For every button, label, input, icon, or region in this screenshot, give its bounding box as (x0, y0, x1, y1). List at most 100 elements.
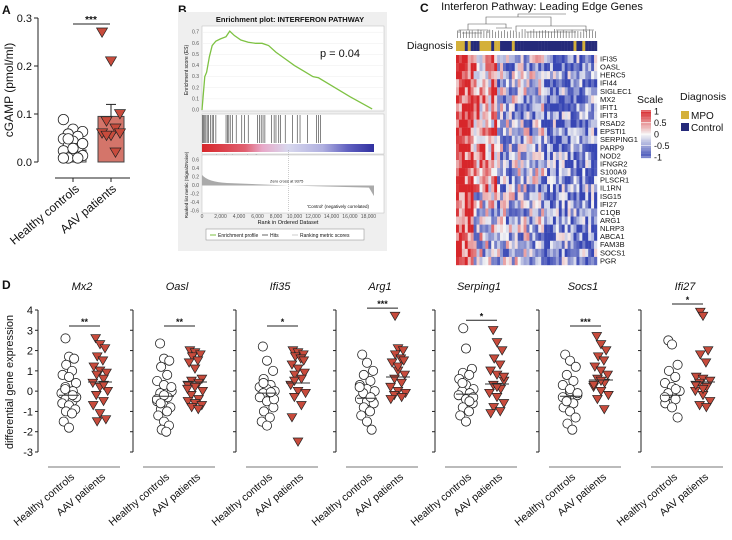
heatmap-cell (473, 224, 477, 233)
heatmap-cell (476, 208, 480, 217)
heatmap-cell (594, 79, 598, 88)
heatmap-cell (547, 240, 551, 250)
heatmap-cell (464, 63, 468, 72)
heatmap-cell (550, 248, 554, 258)
heatmap-cell (529, 151, 533, 161)
heatmap-cell (464, 248, 468, 258)
heatmap-cell (482, 87, 486, 96)
heatmap-cell (564, 95, 568, 104)
hc-point (354, 382, 365, 393)
heatmap-cell (473, 119, 477, 128)
heatmap-cell (500, 63, 504, 72)
x-tick-label: 2,000 (214, 214, 227, 220)
hc-point (572, 388, 583, 399)
es-tick-label: 0.4 (192, 63, 199, 69)
heatmap-cell (538, 95, 542, 104)
heatmap-cell (514, 135, 518, 145)
heatmap-title: Interferon Pathway: Leading Edge Genes (441, 1, 643, 13)
heatmap-cell (482, 119, 486, 128)
heatmap-cell (461, 216, 466, 225)
heatmap-cell (582, 111, 586, 120)
heatmap-cell (517, 216, 521, 225)
heatmap-cell (550, 240, 554, 250)
heatmap-cell (494, 216, 498, 225)
metric-tick-label: 0.2 (192, 175, 199, 181)
heatmap-cell (591, 192, 595, 201)
heatmap-cell (550, 216, 554, 225)
heatmap-cell (591, 232, 595, 241)
heatmap-cell (529, 111, 533, 120)
heatmap-cell (488, 256, 492, 266)
scale-gradient (641, 131, 651, 133)
heatmap-cell (585, 143, 589, 153)
heatmap-cell (514, 55, 518, 64)
gene-label: ISG15 (600, 192, 621, 201)
heatmap-cell (476, 119, 480, 128)
hc-point (458, 323, 469, 334)
heatmap-cell (579, 256, 583, 266)
diagnosis-cell (514, 41, 518, 51)
x-tick-label: 0 (201, 214, 204, 220)
heatmap-cell (511, 184, 515, 193)
heatmap-cell (514, 256, 518, 266)
heatmap-cell (470, 240, 474, 250)
heatmap-cell (579, 103, 583, 112)
heatmap-cell (523, 119, 527, 128)
heatmap-cell (482, 103, 486, 112)
heatmap-cell (550, 176, 554, 185)
heatmap-cell (456, 192, 460, 201)
heatmap-cell (482, 232, 486, 241)
heatmap-cell (514, 143, 518, 153)
heatmap-cell (517, 103, 521, 112)
heatmap-cell (576, 160, 580, 169)
heatmap-cell (573, 127, 577, 136)
heatmap-cell (494, 184, 498, 193)
heatmap-cell (579, 87, 583, 96)
heatmap-cell (567, 95, 571, 104)
heatmap-cell (479, 248, 483, 258)
heatmap-cell (505, 119, 510, 128)
significance-label: *** (580, 317, 591, 327)
heatmap-cell (523, 87, 527, 96)
heatmap-cell (564, 135, 568, 145)
heatmap-cell (458, 256, 463, 266)
hc-point (60, 384, 71, 395)
heatmap-cell (461, 87, 466, 96)
heatmap-cell (573, 71, 577, 80)
heatmap-cell (582, 63, 586, 72)
heatmap-cell (576, 240, 580, 250)
heatmap-cell (458, 240, 463, 250)
diagnosis-cell (532, 41, 536, 51)
diagnosis-cell (547, 41, 551, 51)
heatmap-cell (567, 208, 571, 217)
heatmap-cell (485, 224, 489, 233)
heatmap-cell (488, 71, 492, 80)
diagnosis-cell (476, 41, 480, 51)
heatmap-cell (529, 63, 533, 72)
heatmap-cell (555, 176, 560, 185)
heatmap-cell (479, 79, 483, 88)
heatmap-cell (570, 71, 574, 80)
heatmap-cell (485, 168, 489, 177)
heatmap-cell (538, 216, 542, 225)
heatmap-cell (456, 111, 460, 120)
heatmap-cell (508, 224, 513, 233)
scale-gradient (641, 111, 651, 113)
y-tick-label: -1 (23, 406, 33, 418)
heatmap-cell (500, 87, 504, 96)
heatmap-cell (567, 176, 571, 185)
heatmap-cell (505, 151, 510, 161)
heatmap-cell (535, 208, 539, 217)
aav-point (396, 378, 407, 389)
heatmap-cell (473, 111, 477, 120)
heatmap-cell (567, 71, 571, 80)
heatmap-cell (591, 168, 595, 177)
heatmap-cell (535, 63, 539, 72)
heatmap-cell (464, 168, 468, 177)
aav-point (494, 407, 506, 417)
heatmap-cell (558, 232, 562, 241)
heatmap-cell (576, 256, 580, 266)
heatmap-cell (561, 208, 565, 217)
heatmap-cell (535, 256, 539, 266)
heatmap-cell (564, 200, 568, 209)
